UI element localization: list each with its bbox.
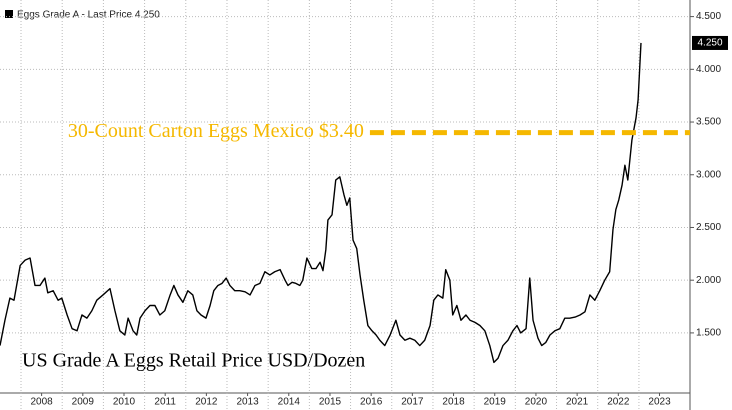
x-tick-label: 2008 [30,397,53,408]
y-tick-label: 2.500 [696,222,721,233]
x-tick-label: 2019 [484,397,507,408]
x-tick-label: 2017 [401,397,424,408]
x-tick-label: 2020 [525,397,548,408]
y-tick-label: 3.000 [696,169,721,180]
y-tick-label: 4.000 [696,64,721,75]
last-price-label: 4.250 [697,38,722,49]
price-line [0,42,642,364]
x-tick-label: 2022 [607,397,630,408]
y-tick-label: 3.500 [696,117,721,128]
x-tick-label: 2014 [278,397,301,408]
y-tick-label: 1.500 [696,328,721,339]
y-tick-label: 4.500 [696,11,721,22]
x-tick-label: 2011 [154,397,176,408]
legend-text: Eggs Grade A - Last Price 4.250 [17,10,160,21]
last-price-tag [692,35,728,50]
x-tick-label: 2015 [319,397,342,408]
x-tick-label: 2016 [360,397,383,408]
x-tick-label: 2018 [442,397,465,408]
x-tick-label: 2012 [195,397,218,408]
chart-subtitle: US Grade A Eggs Retail Price USD/Dozen [22,350,365,372]
x-tick-label: 2009 [72,397,95,408]
x-tick-label: 2023 [648,397,671,408]
x-tick-label: 2013 [236,397,259,408]
x-tick-label: 2010 [113,397,136,408]
annotation-label: 30-Count Carton Eggs Mexico $3.40 [68,120,364,142]
x-tick-label: 2021 [566,397,589,408]
legend-swatch [5,10,13,18]
y-tick-label: 2.000 [696,275,721,286]
